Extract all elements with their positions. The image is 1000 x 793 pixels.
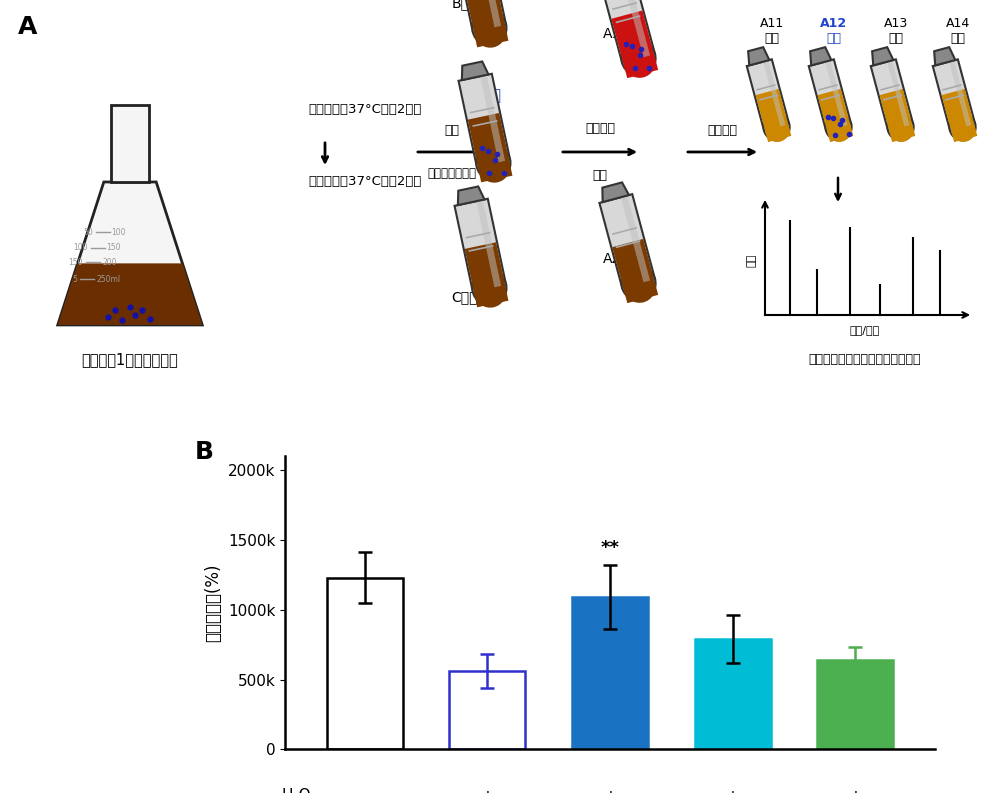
Polygon shape bbox=[602, 182, 629, 202]
Text: 150: 150 bbox=[107, 243, 121, 252]
Bar bbox=[695, 639, 771, 749]
Polygon shape bbox=[458, 186, 484, 205]
Ellipse shape bbox=[765, 118, 789, 142]
Text: 质量/电荷: 质量/电荷 bbox=[850, 325, 880, 335]
Polygon shape bbox=[111, 105, 149, 182]
Text: 离子交换: 离子交换 bbox=[585, 122, 615, 135]
Text: 超滤: 超滤 bbox=[444, 124, 460, 137]
Text: 150: 150 bbox=[69, 258, 83, 266]
Text: +: + bbox=[603, 787, 617, 793]
Text: +: + bbox=[480, 787, 494, 793]
Polygon shape bbox=[887, 60, 909, 126]
Text: B: B bbox=[195, 440, 214, 464]
Text: A14
组分: A14 组分 bbox=[946, 17, 970, 45]
Ellipse shape bbox=[474, 16, 506, 48]
Ellipse shape bbox=[472, 11, 506, 45]
Text: 胃蛋白酶在37°C消化2小时: 胃蛋白酶在37°C消化2小时 bbox=[308, 103, 421, 117]
Ellipse shape bbox=[889, 118, 913, 142]
Text: 不同分子量滤膜: 不同分子量滤膜 bbox=[428, 167, 477, 180]
Text: B组分: B组分 bbox=[452, 0, 478, 10]
Text: A11
组分: A11 组分 bbox=[760, 17, 784, 45]
Ellipse shape bbox=[623, 271, 655, 303]
Y-axis label: 细胞存活率(%): 细胞存活率(%) bbox=[204, 564, 222, 642]
Polygon shape bbox=[942, 89, 977, 142]
Text: +: + bbox=[848, 787, 862, 793]
Text: **: ** bbox=[600, 539, 620, 557]
Text: H₂O₂: H₂O₂ bbox=[281, 787, 317, 793]
Bar bbox=[449, 671, 525, 749]
Bar bbox=[817, 660, 893, 749]
Polygon shape bbox=[810, 47, 831, 65]
Polygon shape bbox=[621, 0, 650, 57]
Polygon shape bbox=[455, 199, 506, 292]
Polygon shape bbox=[468, 113, 512, 182]
Polygon shape bbox=[621, 195, 650, 282]
Bar bbox=[327, 577, 403, 749]
Ellipse shape bbox=[623, 46, 655, 78]
Text: 强度: 强度 bbox=[747, 253, 757, 266]
Polygon shape bbox=[748, 47, 769, 65]
Polygon shape bbox=[476, 0, 501, 27]
Text: A: A bbox=[18, 15, 37, 39]
Ellipse shape bbox=[951, 118, 975, 142]
Polygon shape bbox=[818, 89, 853, 142]
Polygon shape bbox=[747, 59, 789, 131]
Ellipse shape bbox=[622, 266, 656, 301]
Polygon shape bbox=[611, 10, 658, 79]
Text: 100: 100 bbox=[73, 243, 88, 252]
Polygon shape bbox=[462, 62, 488, 80]
Polygon shape bbox=[455, 0, 506, 32]
Polygon shape bbox=[934, 47, 955, 65]
Text: A组分: A组分 bbox=[472, 87, 502, 102]
Ellipse shape bbox=[888, 114, 914, 140]
Text: 250ml: 250ml bbox=[96, 274, 121, 284]
Text: 高效液相色谱鉴定多肽氨基酸序列: 高效液相色谱鉴定多肽氨基酸序列 bbox=[809, 353, 921, 366]
Polygon shape bbox=[476, 200, 501, 287]
Text: 反相色谱: 反相色谱 bbox=[707, 124, 737, 137]
Polygon shape bbox=[825, 60, 847, 126]
Ellipse shape bbox=[827, 118, 851, 142]
Text: 50: 50 bbox=[83, 228, 93, 236]
Polygon shape bbox=[459, 74, 510, 167]
Polygon shape bbox=[871, 59, 913, 131]
Ellipse shape bbox=[764, 114, 790, 140]
Text: -: - bbox=[362, 787, 368, 793]
Text: 胰蛋白酶在37°C消化2小时: 胰蛋白酶在37°C消化2小时 bbox=[308, 175, 421, 189]
Polygon shape bbox=[599, 194, 655, 288]
Polygon shape bbox=[809, 59, 851, 131]
Polygon shape bbox=[58, 263, 202, 325]
Polygon shape bbox=[949, 60, 971, 126]
Text: +: + bbox=[726, 787, 740, 793]
Polygon shape bbox=[872, 47, 893, 65]
Text: 色谱: 色谱 bbox=[592, 169, 608, 182]
Polygon shape bbox=[480, 75, 505, 163]
Text: 200: 200 bbox=[102, 258, 117, 266]
Text: 胶原蛋白1粉末溶解水中: 胶原蛋白1粉末溶解水中 bbox=[82, 352, 178, 367]
Polygon shape bbox=[465, 0, 508, 48]
Polygon shape bbox=[58, 182, 202, 325]
Polygon shape bbox=[465, 243, 508, 308]
Text: 100: 100 bbox=[112, 228, 126, 236]
Polygon shape bbox=[880, 89, 915, 142]
Text: A1组分: A1组分 bbox=[602, 26, 638, 40]
Text: 5: 5 bbox=[73, 274, 77, 284]
Polygon shape bbox=[599, 0, 655, 63]
Text: C组分: C组分 bbox=[452, 290, 478, 304]
Bar bbox=[572, 597, 648, 749]
Ellipse shape bbox=[950, 114, 976, 140]
Polygon shape bbox=[933, 59, 975, 131]
Ellipse shape bbox=[826, 114, 852, 140]
Text: A13
组分: A13 组分 bbox=[884, 17, 908, 45]
Polygon shape bbox=[763, 60, 785, 126]
Ellipse shape bbox=[622, 41, 656, 75]
Ellipse shape bbox=[472, 271, 506, 305]
Polygon shape bbox=[756, 89, 791, 142]
Ellipse shape bbox=[474, 276, 506, 308]
Text: A2组分: A2组分 bbox=[602, 251, 638, 265]
Ellipse shape bbox=[478, 151, 510, 182]
Polygon shape bbox=[612, 239, 658, 303]
Text: A12
组分: A12 组分 bbox=[820, 17, 848, 45]
Ellipse shape bbox=[476, 147, 510, 180]
